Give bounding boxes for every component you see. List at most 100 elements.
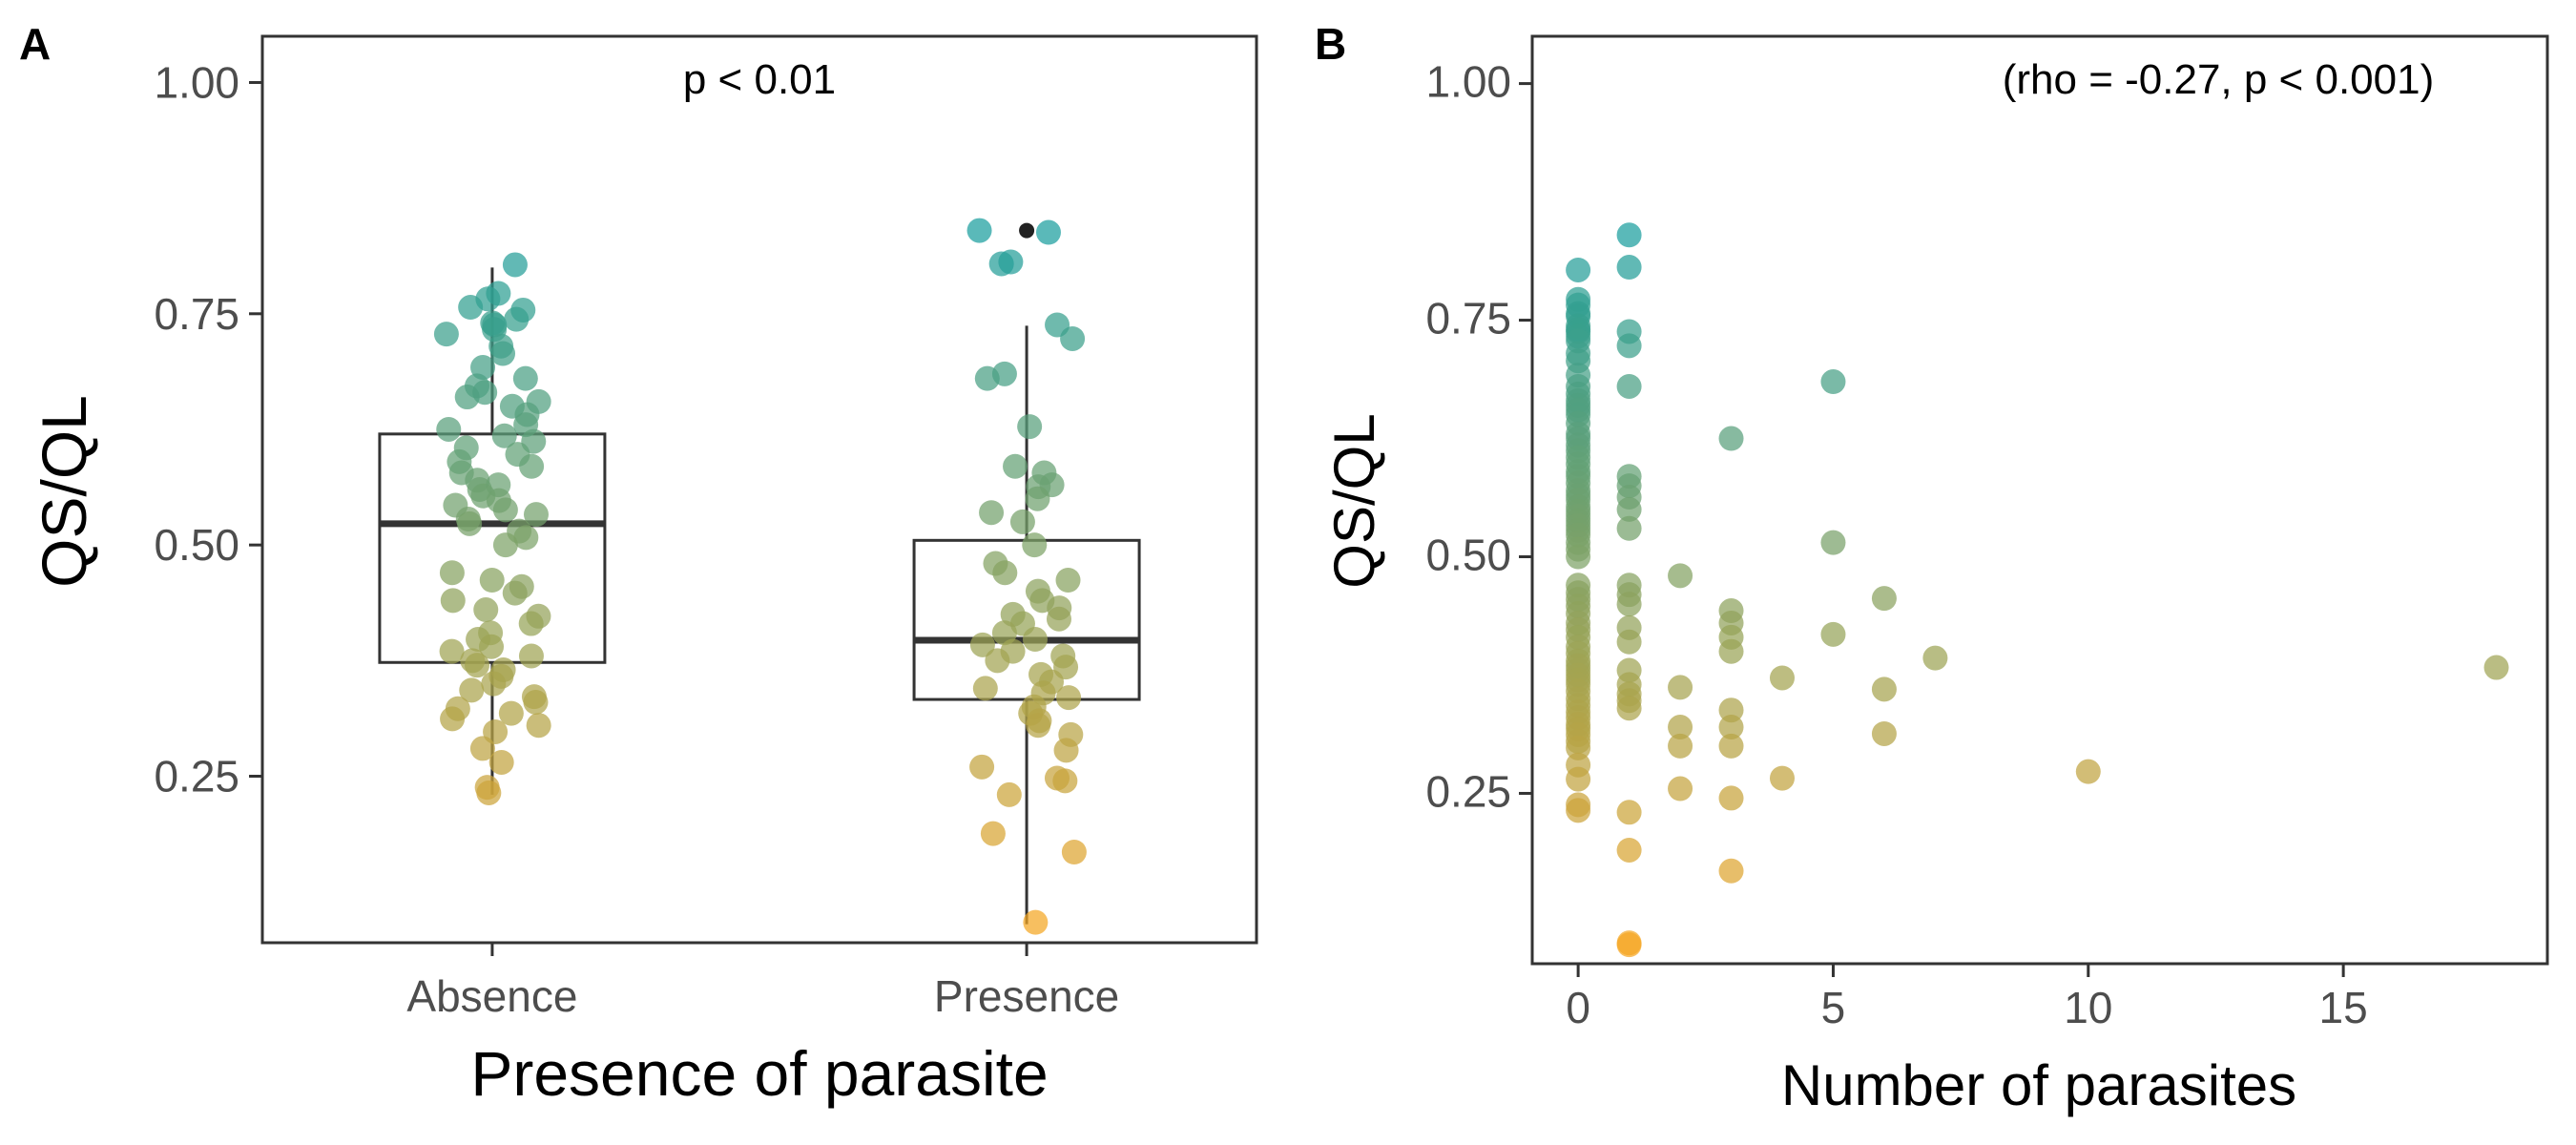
- panel-b-point: [1566, 766, 1591, 792]
- panel-a-point: [465, 653, 490, 678]
- panel-a-point: [440, 706, 466, 732]
- panel-a-point: [1026, 713, 1051, 739]
- panel-a-point: [523, 502, 549, 528]
- panel-a-point: [985, 648, 1010, 674]
- panel-b-point: [1922, 645, 1948, 671]
- panel-b-y-tick-label: 0.25: [1425, 766, 1511, 816]
- panel-b-point: [1616, 515, 1642, 541]
- panel-b-point: [1616, 333, 1642, 359]
- panel-a-points: [433, 218, 1087, 935]
- panel-a-point: [504, 306, 530, 332]
- panel-a-point: [969, 754, 995, 780]
- panel-a-point: [1056, 685, 1082, 711]
- panel-a-point: [512, 365, 538, 391]
- panel-a-point: [502, 580, 528, 606]
- panel-b-x-axis-title: Number of parasites: [1781, 1053, 2296, 1117]
- panel-b-point: [2483, 655, 2509, 680]
- panel-a-point: [469, 736, 495, 761]
- panel-a-point: [502, 252, 528, 278]
- panel-b-x-tick-label: 15: [2319, 983, 2368, 1032]
- panel-b-y-axis: 0.25 0.50 0.75 1.00: [1425, 57, 1532, 816]
- panel-a-point: [1053, 738, 1079, 763]
- panel-b-point: [1769, 665, 1795, 691]
- panel-a-point: [1046, 606, 1071, 632]
- panel-a-point: [980, 821, 1006, 846]
- panel-a-y-tick-label: 0.25: [154, 752, 239, 802]
- panel-a-point: [992, 560, 1018, 586]
- panel-a-point: [1055, 568, 1081, 593]
- panel-a-y-axis-title: QS/QL: [29, 395, 99, 588]
- panel-a-point: [479, 568, 505, 593]
- panel-b-point: [2075, 759, 2101, 784]
- panel-a-point: [1025, 486, 1050, 511]
- panel-a-point: [972, 676, 998, 701]
- panel-a-outlier: [1019, 222, 1035, 239]
- panel-a-point: [513, 525, 539, 551]
- panel-b-point: [1718, 715, 1744, 740]
- panel-a-point: [1017, 414, 1043, 440]
- panel-a-annotation: p < 0.01: [683, 56, 836, 103]
- panel-a-y-tick-label: 0.75: [154, 289, 239, 339]
- panel-a-point: [433, 322, 459, 347]
- panel-a-point: [969, 632, 995, 657]
- panel-a-point: [459, 677, 485, 703]
- panel-b-annotation: (rho = -0.27, p < 0.001): [2003, 56, 2435, 103]
- panel-a-point: [490, 341, 516, 366]
- panel-a-y-tick-label: 0.50: [154, 520, 239, 570]
- panel-a-point: [439, 638, 465, 664]
- panel-a-point: [439, 560, 465, 586]
- panel-b-x-tick-label: 10: [2064, 983, 2112, 1032]
- panel-b-point: [1566, 735, 1591, 760]
- panel-b-point: [1566, 257, 1591, 282]
- panel-b-point: [1616, 496, 1642, 522]
- panel-a-point: [492, 532, 518, 558]
- panel-a: A 0.25 0.50 0.75 1.00 Absence Presence p < 0…: [19, 19, 1258, 1109]
- panel-b-point: [1718, 733, 1744, 759]
- panel-a-y-axis: 0.25 0.50 0.75 1.00: [154, 57, 262, 802]
- panel-a-point: [473, 597, 499, 623]
- panel-b-point: [1668, 675, 1693, 700]
- panel-a-point: [1061, 840, 1087, 864]
- panel-b-x-tick-label: 0: [1566, 983, 1590, 1032]
- panel-a-frame: [260, 34, 1258, 945]
- panel-a-point: [518, 643, 544, 669]
- panel-a-point: [454, 385, 480, 410]
- panel-b-point: [1566, 544, 1591, 570]
- panel-b-points: [1566, 222, 2509, 958]
- panel-a-point: [1060, 325, 1086, 351]
- panel-a-point: [1022, 532, 1048, 558]
- panel-b-x-axis: 0 5 10 15: [1566, 964, 2368, 1032]
- panel-a-point: [1052, 768, 1078, 794]
- panel-a-point: [988, 251, 1014, 277]
- panel-b-frame: [1530, 34, 2549, 966]
- panel-a-point: [1035, 219, 1061, 245]
- panel-b-point: [1616, 932, 1642, 958]
- panel-a-point: [436, 416, 462, 442]
- panel-a-x-axis-title: Presence of parasite: [470, 1038, 1048, 1109]
- panel-b-point: [1566, 798, 1591, 823]
- panel-b-point: [1616, 696, 1642, 721]
- panel-a-point: [479, 634, 505, 659]
- panel-a-point: [1023, 909, 1049, 935]
- panel-b-point: [1668, 776, 1693, 802]
- panel-a-point: [481, 671, 507, 697]
- panel-b-point: [1718, 785, 1744, 811]
- panel-b-point: [1668, 715, 1693, 740]
- panel-b-point: [1820, 621, 1846, 647]
- panel-a-point: [996, 781, 1022, 807]
- panel-a-point: [519, 453, 545, 479]
- panel-b-point: [1718, 638, 1744, 664]
- panel-b-point: [1718, 858, 1744, 884]
- panel-b-point: [1616, 800, 1642, 825]
- panel-b-point: [1871, 720, 1897, 746]
- panel-b-point: [1871, 586, 1897, 612]
- panel-a-point: [526, 713, 551, 739]
- panel-b-tag: B: [1315, 19, 1346, 69]
- panel-b-point: [1718, 426, 1744, 451]
- panel-b-point: [1616, 837, 1642, 863]
- panel-b-point: [1616, 222, 1642, 248]
- panel-a-point: [498, 700, 524, 726]
- panel-a-y-tick-label: 1.00: [154, 57, 239, 107]
- panel-a-x-axis: Absence Presence: [406, 943, 1119, 1021]
- panel-a-point: [1003, 453, 1028, 479]
